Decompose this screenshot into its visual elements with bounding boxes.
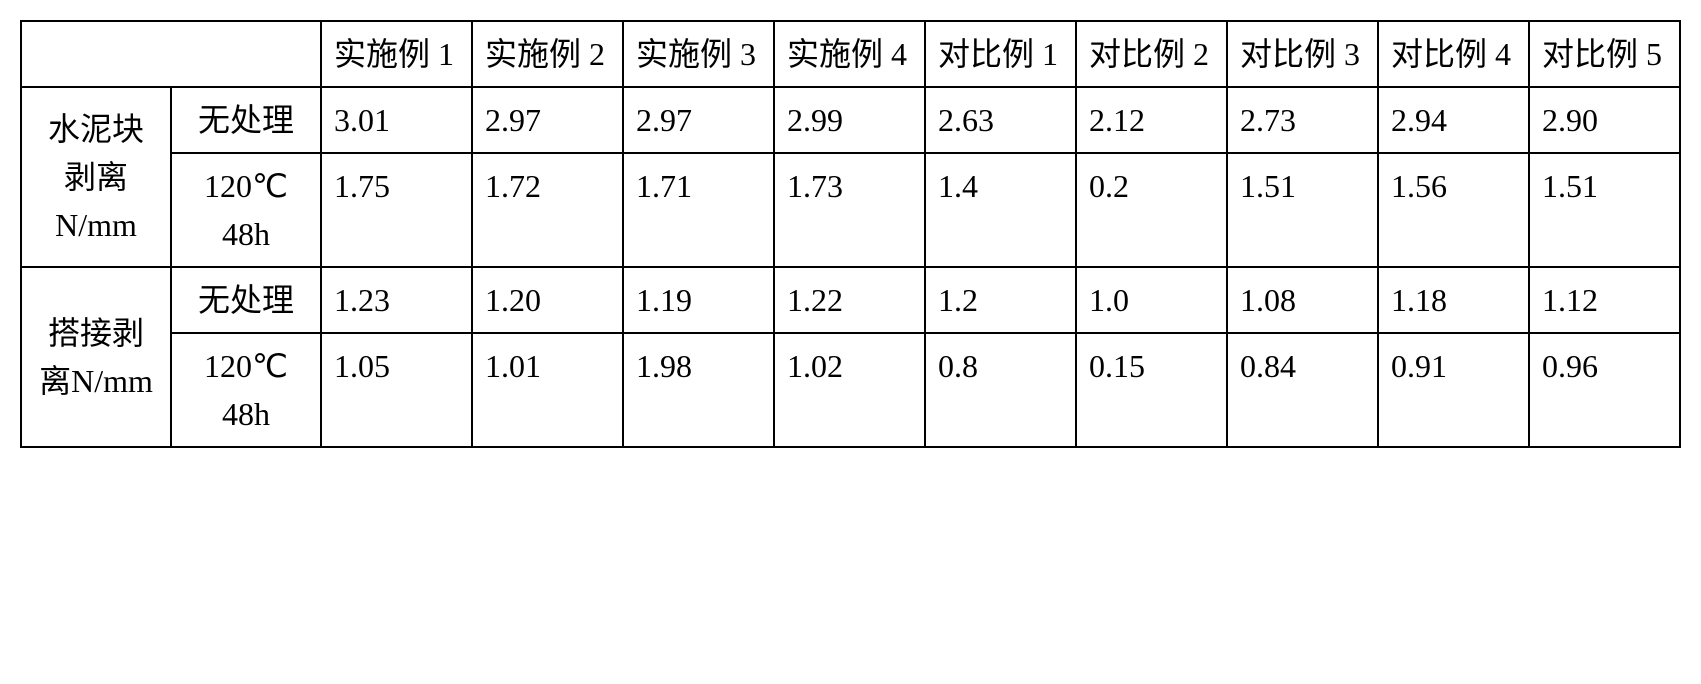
row-group-label: 水泥块剥离N/mm <box>21 87 171 267</box>
cell: 2.63 <box>925 87 1076 153</box>
col-header: 实施例 3 <box>623 21 774 87</box>
row-condition: 120℃ 48h <box>171 333 321 447</box>
table-row: 120℃ 48h 1.05 1.01 1.98 1.02 0.8 0.15 0.… <box>21 333 1680 447</box>
cell: 0.15 <box>1076 333 1227 447</box>
cell: 3.01 <box>321 87 472 153</box>
cell: 1.0 <box>1076 267 1227 333</box>
cell: 1.05 <box>321 333 472 447</box>
header-blank <box>21 21 321 87</box>
row-condition: 120℃ 48h <box>171 153 321 267</box>
cell: 2.90 <box>1529 87 1680 153</box>
cell: 1.51 <box>1227 153 1378 267</box>
cell: 1.51 <box>1529 153 1680 267</box>
col-header: 实施例 1 <box>321 21 472 87</box>
data-table: 实施例 1 实施例 2 实施例 3 实施例 4 对比例 1 对比例 2 对比例 … <box>20 20 1681 448</box>
cell: 2.94 <box>1378 87 1529 153</box>
cell: 1.12 <box>1529 267 1680 333</box>
table-row: 搭接剥离N/mm 无处理 1.23 1.20 1.19 1.22 1.2 1.0… <box>21 267 1680 333</box>
cell: 1.22 <box>774 267 925 333</box>
cell: 1.19 <box>623 267 774 333</box>
cell: 1.02 <box>774 333 925 447</box>
cell: 0.91 <box>1378 333 1529 447</box>
cell: 1.20 <box>472 267 623 333</box>
cell: 2.12 <box>1076 87 1227 153</box>
row-condition: 无处理 <box>171 87 321 153</box>
header-row: 实施例 1 实施例 2 实施例 3 实施例 4 对比例 1 对比例 2 对比例 … <box>21 21 1680 87</box>
col-header: 对比例 4 <box>1378 21 1529 87</box>
row-condition: 无处理 <box>171 267 321 333</box>
cell: 2.73 <box>1227 87 1378 153</box>
cell: 0.84 <box>1227 333 1378 447</box>
cell: 0.8 <box>925 333 1076 447</box>
cell: 1.98 <box>623 333 774 447</box>
cell: 1.01 <box>472 333 623 447</box>
cell: 1.71 <box>623 153 774 267</box>
cell: 1.72 <box>472 153 623 267</box>
cell: 1.23 <box>321 267 472 333</box>
cell: 2.97 <box>472 87 623 153</box>
cell: 0.96 <box>1529 333 1680 447</box>
col-header: 实施例 4 <box>774 21 925 87</box>
cell: 1.18 <box>1378 267 1529 333</box>
col-header: 对比例 2 <box>1076 21 1227 87</box>
col-header: 对比例 5 <box>1529 21 1680 87</box>
table-row: 水泥块剥离N/mm 无处理 3.01 2.97 2.97 2.99 2.63 2… <box>21 87 1680 153</box>
cell: 2.97 <box>623 87 774 153</box>
col-header: 对比例 1 <box>925 21 1076 87</box>
cell: 1.73 <box>774 153 925 267</box>
table-row: 120℃ 48h 1.75 1.72 1.71 1.73 1.4 0.2 1.5… <box>21 153 1680 267</box>
cell: 1.75 <box>321 153 472 267</box>
cell: 1.08 <box>1227 267 1378 333</box>
cell: 2.99 <box>774 87 925 153</box>
cell: 0.2 <box>1076 153 1227 267</box>
row-group-label: 搭接剥离N/mm <box>21 267 171 447</box>
cell: 1.2 <box>925 267 1076 333</box>
cell: 1.56 <box>1378 153 1529 267</box>
col-header: 对比例 3 <box>1227 21 1378 87</box>
cell: 1.4 <box>925 153 1076 267</box>
col-header: 实施例 2 <box>472 21 623 87</box>
